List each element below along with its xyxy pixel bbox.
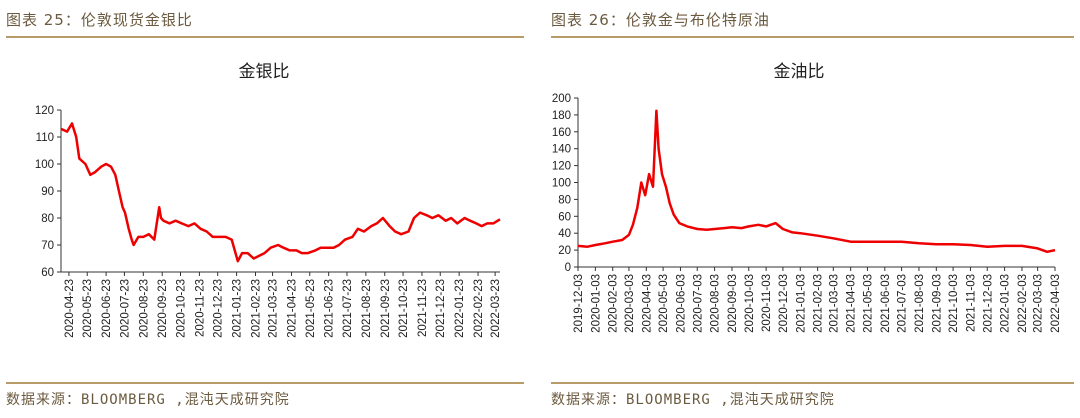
caption-divider <box>551 36 1074 38</box>
gold-oil-ratio-chart: 金油比 0 20 40 60 80 100 120 140 160 180 200 2019-12-03… <box>552 62 1062 333</box>
y-tick-label: 80 <box>558 194 571 206</box>
x-tick-label: 2020-09-03 <box>727 274 739 333</box>
x-tick-label: 2021-04-23 <box>286 279 298 338</box>
x-tick-label: 2021-03-23 <box>268 279 280 338</box>
x-tick-label: 2021-04-03 <box>846 274 858 333</box>
y-tick-label: 200 <box>552 93 571 105</box>
x-tick-label: 2020-07-23 <box>119 279 131 338</box>
figure-caption: 图表 26：伦敦金与布伦特原油 <box>551 11 770 29</box>
x-tick-label: 2021-09-03 <box>931 274 943 333</box>
x-tick-label: 2020-08-03 <box>710 274 722 333</box>
y-tick-label: 60 <box>558 211 571 223</box>
chart-title: 金银比 <box>239 62 290 81</box>
x-tick-label: 2021-11-03 <box>965 274 977 332</box>
x-tick-label: 2021-01-23 <box>232 279 244 338</box>
x-tick-label: 2020-05-03 <box>658 274 670 333</box>
y-tick-label: 60 <box>41 267 54 279</box>
y-tick-label: 20 <box>558 245 571 257</box>
y-tick-label: 140 <box>552 144 571 156</box>
x-tick-label: 2021-12-03 <box>982 274 994 333</box>
x-tick-label: 2022-02-03 <box>1017 274 1029 333</box>
x-tick-label: 2021-02-03 <box>813 274 825 333</box>
source-divider <box>551 382 1074 384</box>
x-tick-label: 2021-11-23 <box>417 279 429 337</box>
y-tick-label: 180 <box>552 110 571 122</box>
x-tick-label: 2022-02-23 <box>473 279 485 338</box>
y-tick-label: 40 <box>558 228 571 240</box>
x-tick-label: 2021-06-03 <box>880 274 892 333</box>
x-tick-label: 2020-12-03 <box>778 274 790 333</box>
caption-divider <box>6 36 524 38</box>
figure-panel-gold-silver: 图表 25：伦敦现货金银比 金银比 60 70 80 90 100 110 120 2020-0… <box>0 0 530 418</box>
x-tick-label: 2021-09-23 <box>380 279 392 338</box>
y-tick-label: 110 <box>36 132 54 144</box>
x-tick-label: 2021-03-03 <box>828 274 840 333</box>
series-line <box>60 122 501 263</box>
x-tick-label: 2021-01-03 <box>795 274 807 333</box>
source-note: 数据来源：BLOOMBERG ,混沌天成研究院 <box>551 392 835 408</box>
x-tick-label: 2022-03-03 <box>1033 274 1045 333</box>
figure-panel-gold-oil: 图表 26：伦敦金与布伦特原油 金油比 0 20 40 60 80 100 120 140 160… <box>545 0 1080 418</box>
x-tick-label: 2022-01-23 <box>454 279 466 338</box>
x-tick-label: 2020-02-03 <box>608 274 620 333</box>
x-tick-label: 2020-06-03 <box>675 274 687 333</box>
x-tick-label: 2019-12-03 <box>573 274 585 333</box>
x-tick-label: 2021-08-23 <box>361 279 373 338</box>
chart-title: 金油比 <box>774 62 825 81</box>
x-tick-label: 2021-06-23 <box>324 279 336 338</box>
gold-silver-ratio-chart: 金银比 60 70 80 90 100 110 120 2020-04-23 2020-05-23… <box>35 62 502 338</box>
source-divider <box>6 382 524 384</box>
x-tick-label: 2021-05-03 <box>862 274 874 333</box>
series-line <box>577 109 1056 254</box>
y-tick-label: 120 <box>552 161 571 173</box>
x-tick-label: 2021-10-23 <box>398 279 410 338</box>
x-tick-label: 2020-12-23 <box>213 279 225 338</box>
x-tick-label: 2021-07-23 <box>342 279 354 338</box>
x-tick-label: 2020-11-23 <box>194 279 206 337</box>
x-tick-label: 2021-05-23 <box>305 279 317 338</box>
x-tick-label: 2021-12-23 <box>435 279 447 338</box>
x-tick-label: 2022-01-03 <box>1000 274 1012 333</box>
y-tick-label: 160 <box>552 127 571 139</box>
x-tick-label: 2021-07-03 <box>897 274 909 333</box>
source-note: 数据来源：BLOOMBERG ,混沌天成研究院 <box>6 392 290 408</box>
x-tick-label: 2020-09-23 <box>157 279 169 338</box>
x-tick-label: 2020-06-23 <box>101 279 113 338</box>
x-tick-label: 2022-03-23 <box>490 279 502 338</box>
y-tick-label: 120 <box>35 105 54 117</box>
x-tick-label: 2022-04-03 <box>1050 274 1062 333</box>
x-tick-label: 2020-04-23 <box>64 279 76 338</box>
x-tick-label: 2020-10-03 <box>744 274 756 333</box>
figure-caption: 图表 25：伦敦现货金银比 <box>6 11 193 29</box>
x-tick-label: 2021-08-03 <box>914 274 926 333</box>
x-tick-label: 2020-08-23 <box>138 279 150 338</box>
x-tick-label: 2021-10-03 <box>948 274 960 333</box>
y-tick-label: 0 <box>565 262 571 274</box>
x-tick-label: 2020-10-23 <box>176 279 188 338</box>
y-tick-label: 90 <box>41 186 54 198</box>
x-tick-label: 2021-02-23 <box>251 279 263 338</box>
x-tick-label: 2020-05-23 <box>82 279 94 338</box>
y-tick-label: 100 <box>552 178 571 190</box>
y-tick-label: 80 <box>41 213 54 225</box>
x-tick-label: 2020-04-03 <box>641 274 653 333</box>
x-tick-label: 2020-03-03 <box>624 274 636 333</box>
y-tick-label: 100 <box>35 159 54 171</box>
y-tick-label: 70 <box>41 240 54 252</box>
x-tick-label: 2020-07-03 <box>692 274 704 333</box>
x-tick-label: 2020-01-03 <box>590 274 602 333</box>
x-tick-label: 2020-11-03 <box>761 274 773 332</box>
